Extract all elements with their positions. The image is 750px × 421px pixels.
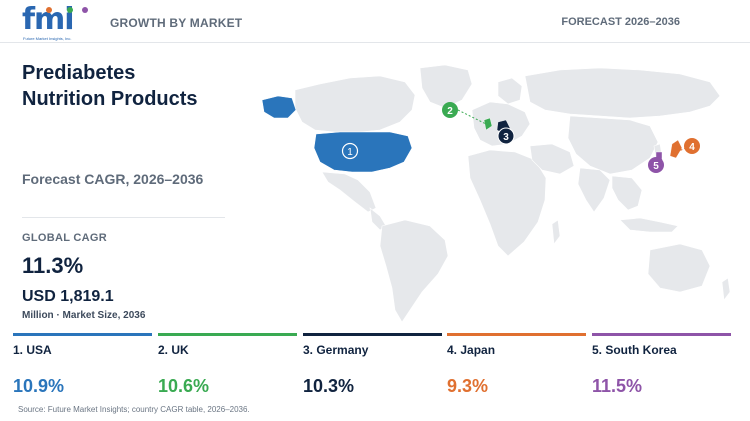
page-title: Prediabetes Nutrition Products bbox=[22, 60, 242, 112]
country-accent-bar bbox=[303, 333, 442, 336]
land-china-central-asia bbox=[567, 115, 659, 175]
fmi-logo[interactable]: fmi Future Market Insights, Inc. bbox=[22, 2, 94, 41]
country-cagr-value: 10.3% bbox=[303, 376, 355, 396]
market-size-unit: Million · Market Size, 2036 bbox=[22, 310, 146, 321]
land-south-america bbox=[379, 219, 449, 323]
country-name: 1. USA bbox=[13, 343, 52, 357]
land-usa-highlight bbox=[313, 131, 413, 173]
land-new-zealand bbox=[721, 277, 731, 301]
land-middle-east bbox=[529, 143, 575, 175]
marker-japan[interactable]: 4 bbox=[684, 138, 700, 154]
marker-label-south-korea: 5 bbox=[653, 161, 659, 172]
land-alaska-highlight bbox=[261, 95, 297, 119]
land-southeast-asia bbox=[611, 175, 643, 211]
source-note: Source: Future Market Insights; country … bbox=[18, 405, 250, 414]
country-name: 5. South Korea bbox=[592, 343, 677, 357]
logo-dot-purple bbox=[82, 7, 88, 13]
country-card-usa[interactable]: 1. USA 10.9% bbox=[13, 333, 152, 403]
world-map: 1 2 3 4 5 bbox=[261, 64, 731, 323]
header-section-label: GROWTH BY MARKET bbox=[110, 16, 243, 30]
land-canada bbox=[294, 75, 416, 133]
marker-usa[interactable]: 1 bbox=[341, 142, 359, 160]
land-india bbox=[577, 167, 611, 213]
logo-tagline: Future Market Insights, Inc. bbox=[23, 36, 72, 41]
country-name: 2. UK bbox=[158, 343, 189, 357]
land-africa bbox=[467, 149, 547, 257]
marker-label-japan: 4 bbox=[689, 142, 695, 153]
land-russia-asia bbox=[524, 67, 721, 119]
marker-label-usa: 1 bbox=[347, 147, 353, 158]
marker-south-korea[interactable]: 5 bbox=[648, 157, 664, 173]
logo-dot-orange bbox=[46, 7, 52, 13]
country-accent-bar bbox=[592, 333, 731, 336]
country-card-uk[interactable]: 2. UK 10.6% bbox=[158, 333, 297, 403]
header-bar: fmi Future Market Insights, Inc. GROWTH … bbox=[0, 0, 750, 43]
land-indonesia bbox=[619, 217, 679, 233]
country-cagr-value: 10.6% bbox=[158, 376, 210, 396]
global-cagr-label: GLOBAL CAGR bbox=[22, 232, 107, 244]
divider bbox=[22, 217, 225, 218]
leader-line-uk bbox=[457, 109, 487, 125]
land-madagascar bbox=[551, 219, 561, 245]
marker-label-uk: 2 bbox=[447, 106, 453, 117]
country-accent-bar bbox=[447, 333, 586, 336]
marker-germany[interactable]: 3 bbox=[497, 127, 515, 145]
header-forecast-label: FORECAST 2026–2036 bbox=[561, 16, 680, 28]
land-mexico bbox=[321, 171, 377, 213]
land-scandinavia bbox=[497, 77, 523, 105]
logo-dot-green bbox=[67, 7, 73, 13]
page-title-line-1: Prediabetes bbox=[22, 62, 136, 84]
country-card-japan[interactable]: 4. Japan 9.3% bbox=[447, 333, 586, 403]
country-cagr-value: 9.3% bbox=[447, 376, 489, 396]
forecast-label: Forecast CAGR, 2026–2036 bbox=[22, 171, 204, 187]
country-card-south-korea[interactable]: 5. South Korea 11.5% bbox=[592, 333, 731, 403]
land-greenland bbox=[419, 64, 473, 109]
land-japan-highlight bbox=[669, 139, 683, 159]
marker-label-germany: 3 bbox=[503, 132, 509, 143]
country-cagr-value: 10.9% bbox=[13, 376, 65, 396]
country-accent-bar bbox=[13, 333, 152, 336]
country-accent-bar bbox=[158, 333, 297, 336]
country-card-germany[interactable]: 3. Germany 10.3% bbox=[303, 333, 442, 403]
market-size-value: USD 1,819.1 bbox=[22, 288, 114, 305]
country-cagr-value: 11.5% bbox=[592, 376, 643, 396]
land-uk-highlight bbox=[483, 117, 493, 131]
marker-uk[interactable]: 2 bbox=[442, 102, 458, 118]
country-name: 4. Japan bbox=[447, 343, 496, 357]
country-name: 3. Germany bbox=[303, 343, 369, 357]
land-australia bbox=[647, 243, 711, 293]
country-cards: 1. USA 10.9% 2. UK 10.6% 3. Germany 10.3… bbox=[13, 333, 750, 403]
global-cagr-value: 11.3% bbox=[22, 253, 84, 278]
leader-line-japan bbox=[675, 147, 687, 153]
page-title-line-2: Nutrition Products bbox=[22, 88, 198, 110]
